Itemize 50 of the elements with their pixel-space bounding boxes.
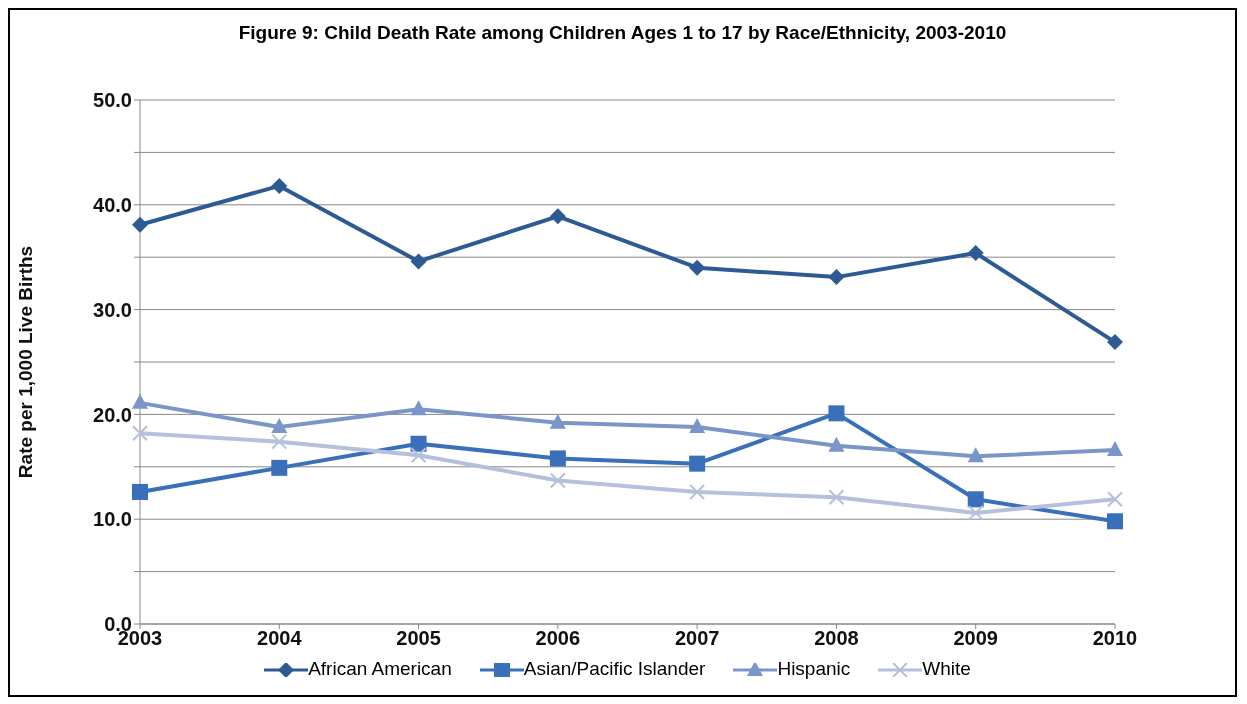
point bbox=[967, 245, 984, 262]
point bbox=[132, 216, 148, 233]
point bbox=[549, 413, 566, 429]
legend-label: African American bbox=[308, 658, 452, 679]
point bbox=[689, 417, 706, 433]
x-tick-label: 2007 bbox=[674, 627, 720, 650]
x-tick-label: 2010 bbox=[1092, 627, 1138, 650]
point bbox=[549, 450, 566, 467]
chart-title: Figure 9: Child Death Rate among Children Ages 1 to 17 by Race/Ethnicity, 2003-2010 bbox=[237, 22, 1008, 44]
x-tick-label: 2008 bbox=[814, 627, 859, 650]
point bbox=[1107, 334, 1123, 351]
y-tick-label: 50.0 bbox=[93, 89, 132, 112]
point bbox=[689, 259, 706, 276]
point bbox=[410, 447, 427, 464]
point bbox=[410, 400, 427, 416]
point bbox=[132, 483, 148, 500]
point bbox=[1107, 513, 1123, 530]
point bbox=[271, 459, 288, 476]
y-axis-title: Rate per 1,000 Live Births bbox=[14, 245, 36, 479]
legend-label: Asian/Pacific Islander bbox=[523, 658, 706, 679]
point bbox=[828, 489, 845, 506]
point bbox=[967, 447, 984, 463]
point bbox=[1107, 491, 1123, 508]
point bbox=[828, 405, 845, 422]
point bbox=[549, 472, 566, 489]
point bbox=[271, 417, 288, 433]
point bbox=[271, 177, 288, 194]
x-tick-label: 2009 bbox=[953, 627, 998, 650]
y-tick-label: 10.0 bbox=[93, 508, 132, 531]
x-tick-label: 2004 bbox=[257, 627, 303, 650]
point bbox=[132, 393, 148, 409]
legend-label: White bbox=[922, 658, 971, 679]
point bbox=[410, 435, 427, 452]
legend-label: Hispanic bbox=[777, 658, 851, 679]
y-tick-label: 30.0 bbox=[93, 298, 132, 321]
point bbox=[549, 208, 566, 225]
point bbox=[967, 504, 984, 521]
point bbox=[828, 436, 845, 452]
point bbox=[271, 433, 288, 450]
point bbox=[132, 425, 148, 442]
point bbox=[689, 455, 706, 472]
y-tick-label: 20.0 bbox=[93, 403, 132, 426]
y-tick-label: 40.0 bbox=[93, 193, 132, 216]
x-tick-label: 2006 bbox=[535, 627, 581, 650]
point bbox=[1107, 441, 1123, 457]
point bbox=[828, 269, 845, 286]
point bbox=[410, 253, 427, 270]
point bbox=[967, 491, 984, 508]
point bbox=[689, 483, 706, 500]
x-tick-label: 2005 bbox=[396, 627, 441, 650]
